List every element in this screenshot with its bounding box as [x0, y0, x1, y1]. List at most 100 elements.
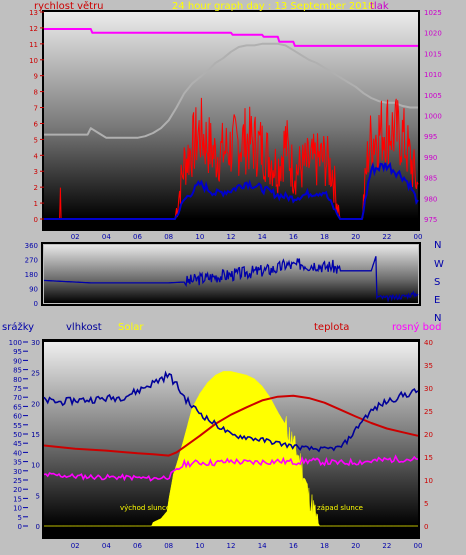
- p3-hum-tick: 30: [31, 339, 40, 347]
- p1-right-tick: 1020: [424, 30, 442, 38]
- p3-rain-tick: 30: [13, 468, 22, 476]
- p1-right-tick: 1015: [424, 50, 442, 58]
- p3-rain-tick: 80: [13, 376, 22, 384]
- p1-left-tick: 12: [29, 25, 38, 33]
- wind-average-line: [44, 161, 419, 220]
- p3-hum-tick: 10: [31, 462, 40, 470]
- temperature-line: [43, 394, 419, 457]
- p3-rain-tick: 60: [13, 413, 22, 421]
- p3-rain-tick: 85: [13, 367, 22, 375]
- gray-series-line: [44, 42, 418, 139]
- p3-temp-tick: 0: [424, 523, 428, 531]
- compass-n-top: N: [434, 240, 441, 251]
- sunrise-label: východ slunce: [120, 504, 170, 512]
- p2-tick: 180: [25, 271, 38, 279]
- p3-x-tick: 14: [258, 542, 267, 550]
- p3-rain-tick: 90: [13, 357, 22, 365]
- p1-right-tick: 985: [424, 175, 437, 183]
- p3-x-tick: 02: [71, 542, 80, 550]
- humidity-label: vlhkost: [66, 322, 102, 333]
- p3-rain-tick: 25: [13, 477, 22, 485]
- p1-x-tick: 22: [382, 233, 391, 241]
- compass-w: W: [434, 259, 444, 270]
- p3-temp-tick: 25: [424, 408, 433, 416]
- compass-e: E: [434, 295, 440, 306]
- p1-left-tick: 1: [34, 200, 38, 208]
- p3-hum-tick: 5: [36, 492, 40, 500]
- p3-rain-tick: 100: [9, 339, 22, 347]
- panel1-plot: [44, 12, 418, 219]
- p1-left-tick: 10: [29, 57, 38, 65]
- p3-rain-tick: 65: [13, 403, 22, 411]
- p2-tick: 360: [25, 242, 38, 250]
- p3-rain-tick: 95: [13, 348, 22, 356]
- p1-left-tick: 4: [34, 152, 39, 160]
- p1-left-tick: 9: [34, 73, 38, 81]
- p3-temp-tick: 30: [424, 385, 433, 393]
- compass-s: S: [434, 277, 440, 288]
- p2-tick: 90: [29, 286, 38, 294]
- solar-label: Solar: [118, 322, 144, 333]
- p1-x-tick: 04: [102, 233, 111, 241]
- p1-left-tick: 8: [34, 89, 38, 97]
- p1-left-tick: 13: [29, 9, 38, 17]
- p1-x-tick: 02: [71, 233, 80, 241]
- p3-hum-tick: 0: [36, 523, 40, 531]
- p3-temp-tick: 35: [424, 362, 433, 370]
- p3-rain-tick: 55: [13, 422, 22, 430]
- p1-left-tick: 5: [34, 136, 38, 144]
- p1-right-tick: 990: [424, 154, 437, 162]
- p3-hum-tick: 15: [31, 431, 40, 439]
- pressure-line: [44, 28, 418, 47]
- series-layer: [43, 28, 419, 527]
- p1-x-tick: 20: [351, 233, 360, 241]
- p1-x-tick: 14: [258, 233, 267, 241]
- p3-rain-tick: 45: [13, 440, 22, 448]
- p3-x-tick: 20: [351, 542, 360, 550]
- p3-x-tick: 16: [289, 542, 298, 550]
- p3-temp-tick: 20: [424, 431, 433, 439]
- p3-temp-tick: 5: [424, 500, 428, 508]
- compass-n-bottom: N: [434, 313, 441, 324]
- sunset-label: západ slunce: [317, 504, 363, 512]
- p1-x-tick: 12: [227, 233, 236, 241]
- p1-right-tick: 995: [424, 133, 437, 141]
- p1-right-tick: 1000: [424, 113, 442, 121]
- p3-temp-tick: 10: [424, 477, 433, 485]
- p1-x-tick: 06: [133, 233, 142, 241]
- p2-tick: 270: [25, 257, 38, 265]
- p3-rain-tick: 15: [13, 495, 22, 503]
- wind-direction-line: [43, 256, 419, 303]
- p1-right-tick: 1005: [424, 92, 442, 100]
- p1-left-tick: 3: [34, 168, 38, 176]
- p3-rain-tick: 50: [13, 431, 22, 439]
- p3-x-tick: 00: [414, 542, 423, 550]
- p3-x-tick: 08: [164, 542, 173, 550]
- p1-x-tick: 16: [289, 233, 298, 241]
- p3-hum-tick: 20: [31, 400, 40, 408]
- p3-rain-tick: 0: [18, 523, 22, 531]
- p1-left-tick: 0: [34, 216, 38, 224]
- axes-layer: 0123456789101112139759809859909951000100…: [9, 9, 442, 550]
- dewpoint-line: [43, 454, 419, 482]
- p3-x-tick: 10: [195, 542, 204, 550]
- humidity-line: [43, 370, 419, 453]
- p3-rain-tick: 40: [13, 449, 22, 457]
- p2-tick: 0: [34, 300, 38, 308]
- p1-x-tick: 10: [195, 233, 204, 241]
- p1-left-tick: 11: [29, 41, 38, 49]
- p1-x-tick: 00: [414, 233, 423, 241]
- p1-right-tick: 1025: [424, 9, 442, 17]
- p1-right-tick: 980: [424, 195, 437, 203]
- dewpoint-label: rosný bod: [392, 321, 441, 333]
- p1-right-tick: 975: [424, 216, 437, 224]
- p1-x-tick: 08: [164, 233, 173, 241]
- p3-rain-tick: 75: [13, 385, 22, 393]
- p3-temp-tick: 40: [424, 339, 433, 347]
- p1-left-tick: 6: [34, 120, 39, 128]
- p3-rain-tick: 20: [13, 486, 22, 494]
- p3-x-tick: 04: [102, 542, 111, 550]
- p3-x-tick: 22: [382, 542, 391, 550]
- p1-left-tick: 2: [34, 184, 38, 192]
